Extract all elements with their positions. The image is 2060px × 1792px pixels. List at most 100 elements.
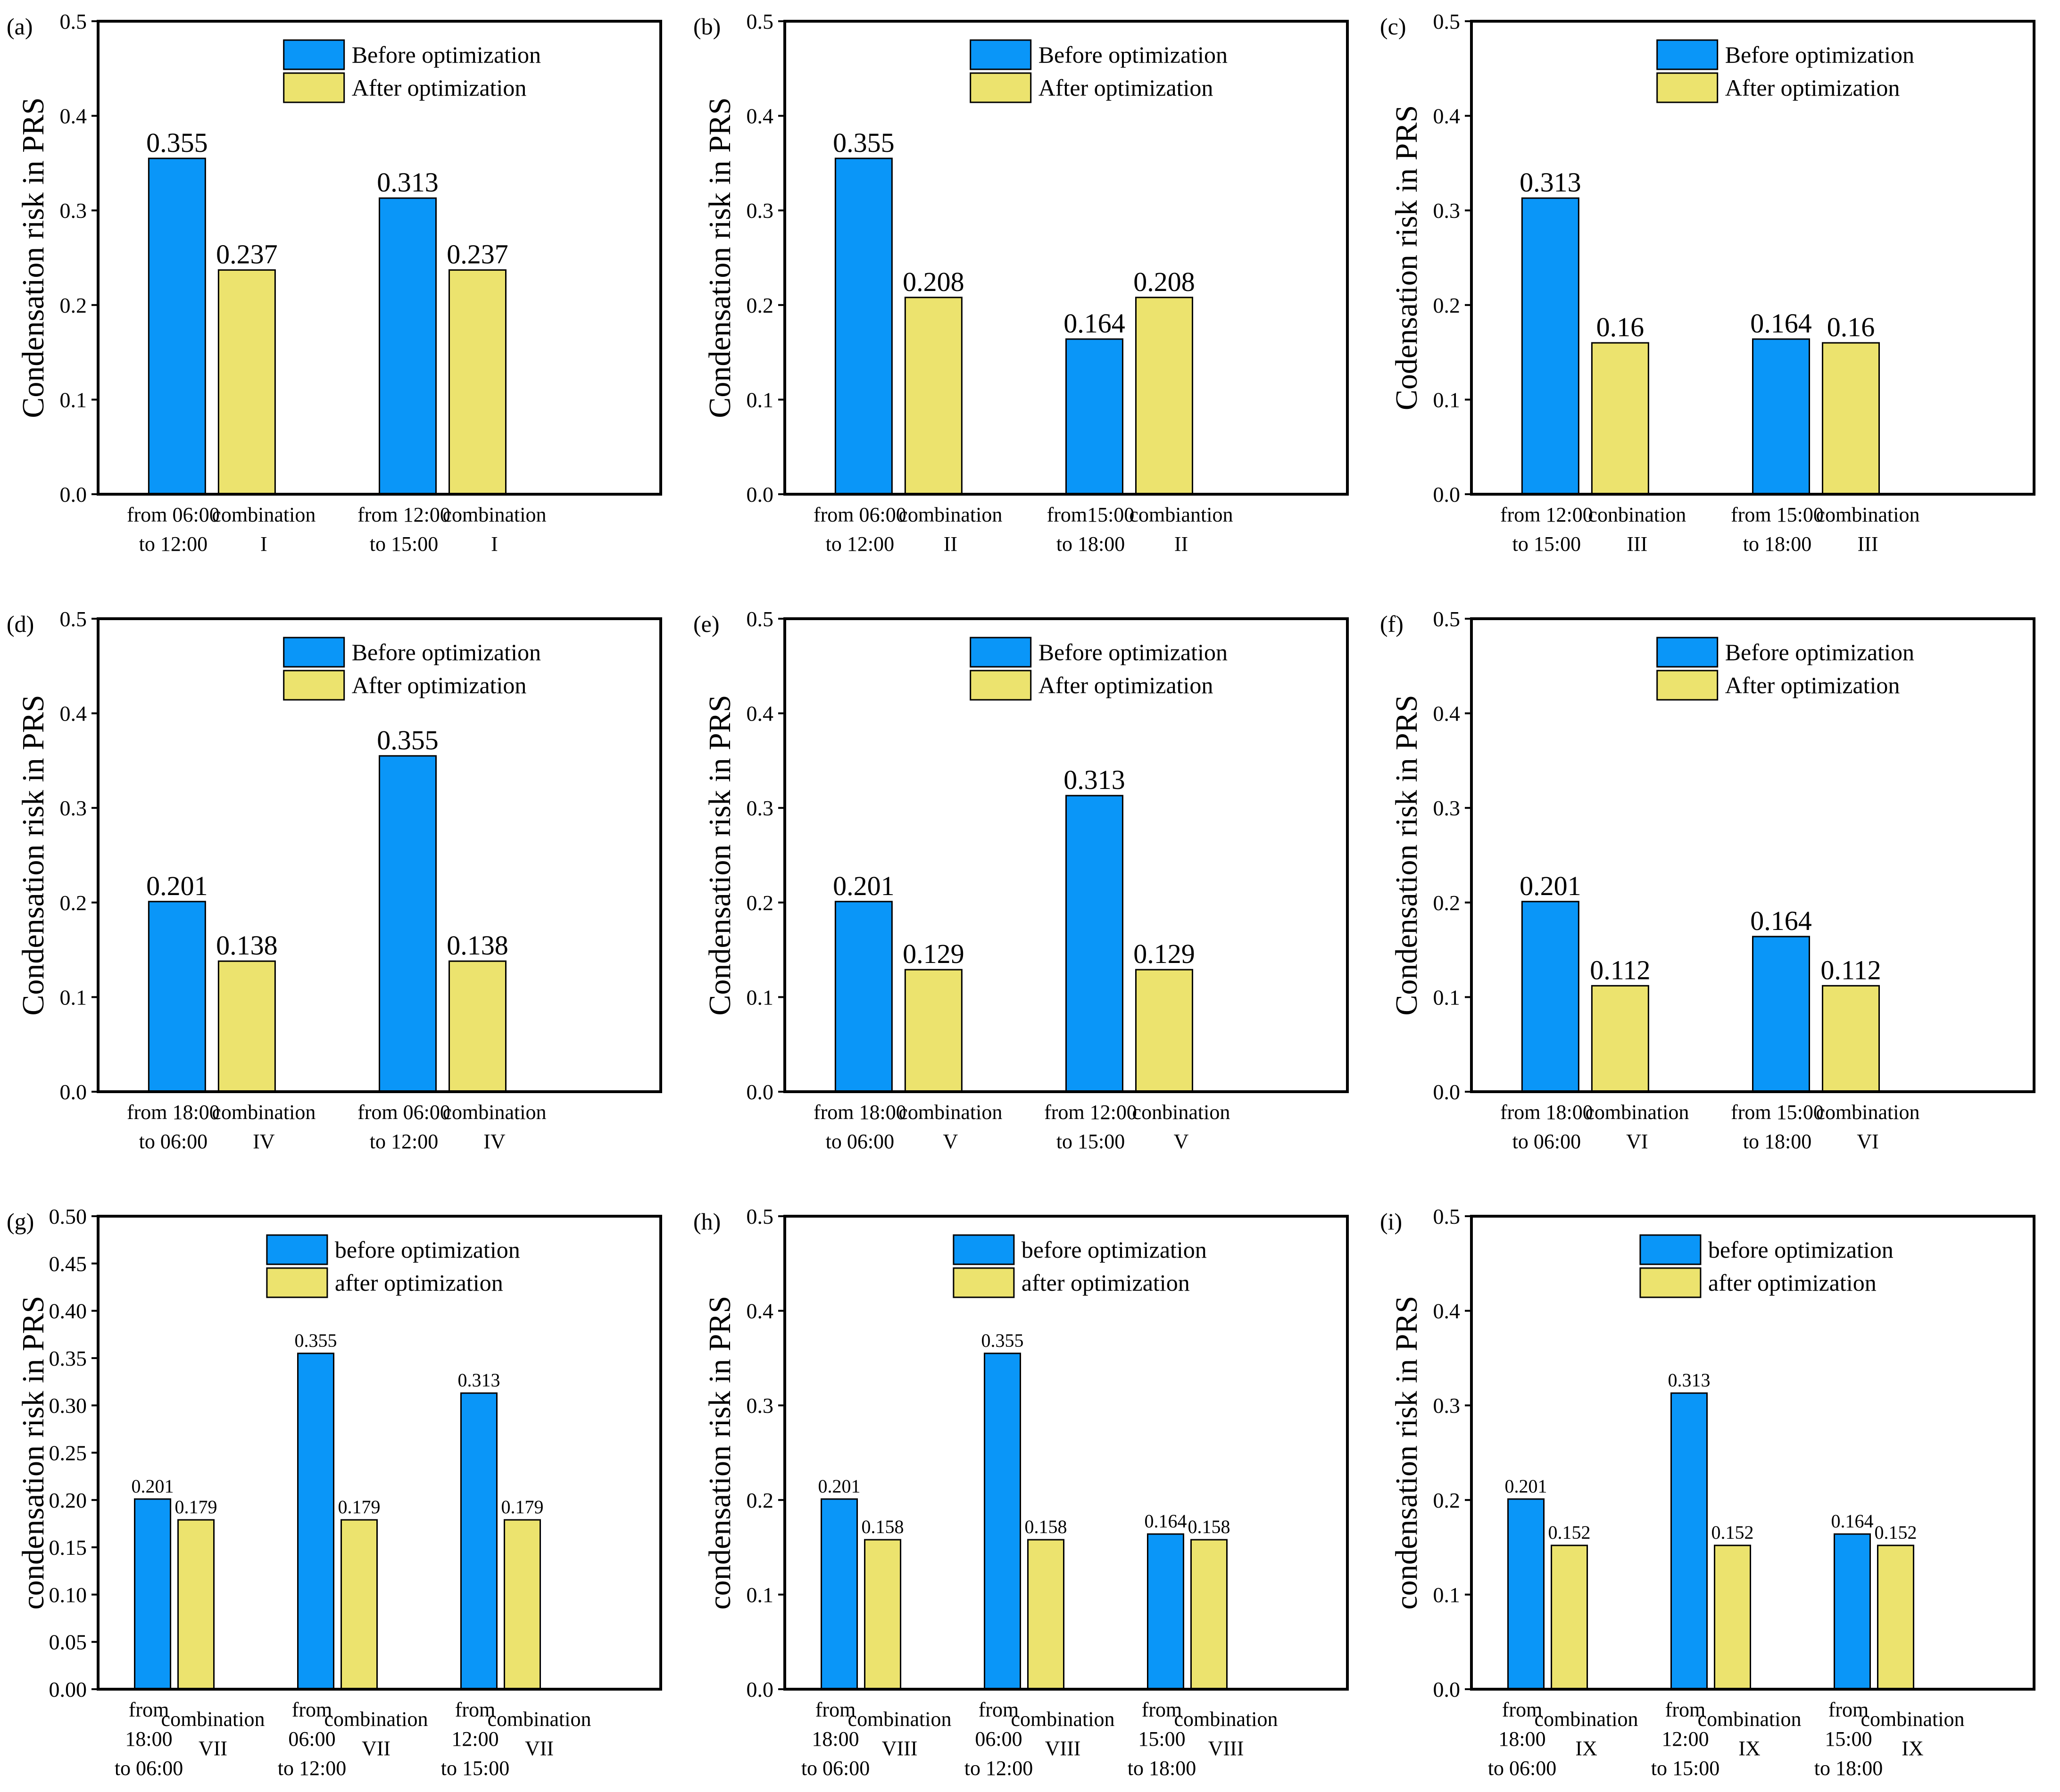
bar-after xyxy=(1591,342,1649,495)
panel-c: (c) Codensation risk in PRS 0.0 0.1 0.2 0.3 0.… xyxy=(1380,9,2035,556)
legend-label-before: Before optimization xyxy=(1725,639,1914,665)
y-tick-label: 0.3 xyxy=(60,199,87,223)
legend-swatch-after xyxy=(283,670,345,701)
bar-after xyxy=(904,297,963,495)
y-tick-label: 0.4 xyxy=(747,104,774,128)
legend-swatch-before xyxy=(970,637,1032,668)
x-category-label: from 18:00 xyxy=(1500,1101,1593,1124)
x-category-label: combination xyxy=(1535,1708,1638,1731)
legend-label-before: Before optimization xyxy=(1725,41,1914,68)
bar-before xyxy=(1833,1533,1871,1690)
legend-swatch-before xyxy=(1656,637,1719,668)
panel-e: (e) Condensation risk in PRS 0.0 0.1 0.2 0.3 0… xyxy=(693,607,1349,1153)
legend-label-after: after optimization xyxy=(1022,1269,1190,1296)
x-category-label: to 15:00 xyxy=(441,1757,509,1780)
y-tick-label: 0.4 xyxy=(1433,702,1461,726)
x-category-label: 18:00 xyxy=(1498,1727,1545,1751)
y-tick-label: 0.5 xyxy=(747,1204,774,1228)
value-label-after: 0.179 xyxy=(501,1496,543,1518)
plot-frame xyxy=(97,617,662,1093)
value-label-after: 0.237 xyxy=(447,239,508,270)
x-category-label: VI xyxy=(1857,1130,1878,1153)
value-label-before: 0.355 xyxy=(981,1330,1024,1351)
legend-label-after: After optimization xyxy=(352,672,527,698)
legend-swatch-before xyxy=(1656,39,1719,70)
x-category-label: combination xyxy=(1816,503,1920,526)
x-category-label: to 12:00 xyxy=(826,532,894,556)
legend-label-after: After optimization xyxy=(1725,672,1900,698)
x-category-label: from 06:00 xyxy=(127,503,220,526)
x-category-label: combination xyxy=(1585,1101,1689,1124)
y-tick-label: 0.45 xyxy=(49,1252,87,1276)
x-category-label: from 12:00 xyxy=(357,503,450,526)
value-label-before: 0.355 xyxy=(833,127,895,158)
y-tick-label: 0.0 xyxy=(747,482,774,506)
legend-swatch-before xyxy=(283,637,345,668)
value-label-before: 0.201 xyxy=(818,1476,861,1497)
value-label-after: 0.208 xyxy=(1133,266,1195,297)
x-category-label: from 12:00 xyxy=(1044,1101,1137,1124)
y-tick-label: 0.15 xyxy=(49,1535,87,1560)
x-category-label: to 06:00 xyxy=(1488,1757,1556,1780)
bar-before xyxy=(148,901,206,1093)
panel-label: (c) xyxy=(1380,13,1406,40)
x-category-label: from xyxy=(1828,1698,1869,1721)
x-category-label: III xyxy=(1858,532,1878,556)
x-category-label: combiantion xyxy=(1130,503,1233,526)
x-category-label: VII xyxy=(362,1737,390,1760)
bar-before xyxy=(1507,1498,1545,1690)
y-tick-label: 0.3 xyxy=(1433,796,1461,820)
bar-after xyxy=(503,1519,541,1690)
x-category-label: III xyxy=(1627,532,1647,556)
value-label-before: 0.164 xyxy=(1750,308,1812,339)
legend-label-after: after optimization xyxy=(1708,1269,1877,1296)
y-tick-label: 0.1 xyxy=(747,388,774,412)
value-label-before: 0.201 xyxy=(1520,871,1581,901)
y-tick-label: 0.5 xyxy=(1433,1204,1461,1228)
bar-after xyxy=(1822,342,1880,495)
x-category-label: to 06:00 xyxy=(801,1757,870,1780)
x-category-label: I xyxy=(260,532,267,556)
y-tick-label: 0.1 xyxy=(1433,388,1461,412)
y-tick-label: 0.2 xyxy=(60,891,87,915)
legend-swatch-after xyxy=(266,1267,328,1298)
x-category-label: combination xyxy=(1011,1708,1115,1731)
y-tick-label: 0.1 xyxy=(1433,1583,1461,1607)
bar-after xyxy=(1551,1544,1588,1690)
x-category-label: 18:00 xyxy=(812,1727,859,1751)
x-category-label: combination xyxy=(161,1708,265,1731)
x-category-label: VI xyxy=(1626,1130,1648,1153)
x-category-label: 15:00 xyxy=(1138,1727,1185,1751)
y-tick-label: 0.0 xyxy=(1433,1677,1461,1701)
legend-label-before: Before optimization xyxy=(1038,639,1228,665)
bar-before xyxy=(134,1498,172,1690)
legend-swatch-before xyxy=(266,1234,328,1265)
value-label-before: 0.313 xyxy=(1520,167,1581,198)
x-category-label: from 12:00 xyxy=(1500,503,1593,526)
x-category-label: IV xyxy=(253,1130,275,1153)
y-tick-label: 0.5 xyxy=(1433,9,1461,33)
legend-swatch-after xyxy=(1656,670,1719,701)
panel-d: (d) Condensation risk in PRS 0.0 0.1 0.2 0.3 0… xyxy=(7,607,662,1153)
y-tick-label: 0.10 xyxy=(49,1583,87,1607)
y-tick-label: 0.2 xyxy=(747,293,774,317)
value-label-before: 0.201 xyxy=(146,871,208,901)
y-tick-label: 0.0 xyxy=(60,1080,87,1104)
x-category-label: from xyxy=(979,1698,1019,1721)
bar-before xyxy=(984,1352,1022,1690)
value-label-before: 0.201 xyxy=(833,871,895,901)
x-category-label: 15:00 xyxy=(1825,1727,1872,1751)
value-label-after: 0.112 xyxy=(1590,954,1650,985)
y-tick-label: 0.1 xyxy=(60,985,87,1009)
bar-after xyxy=(1877,1544,1914,1690)
y-axis-label: condensation risk in PRS xyxy=(703,1296,737,1610)
legend-label-after: After optimization xyxy=(352,75,527,101)
panel-h: (h) condensation risk in PRS 0.0 0.1 0.2 0.3 0… xyxy=(693,1204,1349,1780)
y-tick-label: 0.4 xyxy=(1433,1299,1461,1323)
x-category-label: VIII xyxy=(1208,1737,1244,1760)
legend-label-before: Before optimization xyxy=(1038,41,1228,68)
legend-label-before: Before optimization xyxy=(352,41,541,68)
plot-frame xyxy=(1470,617,2035,1093)
y-axis-label: Condensation risk in PRS xyxy=(16,695,50,1015)
value-label-after: 0.158 xyxy=(1025,1516,1067,1537)
